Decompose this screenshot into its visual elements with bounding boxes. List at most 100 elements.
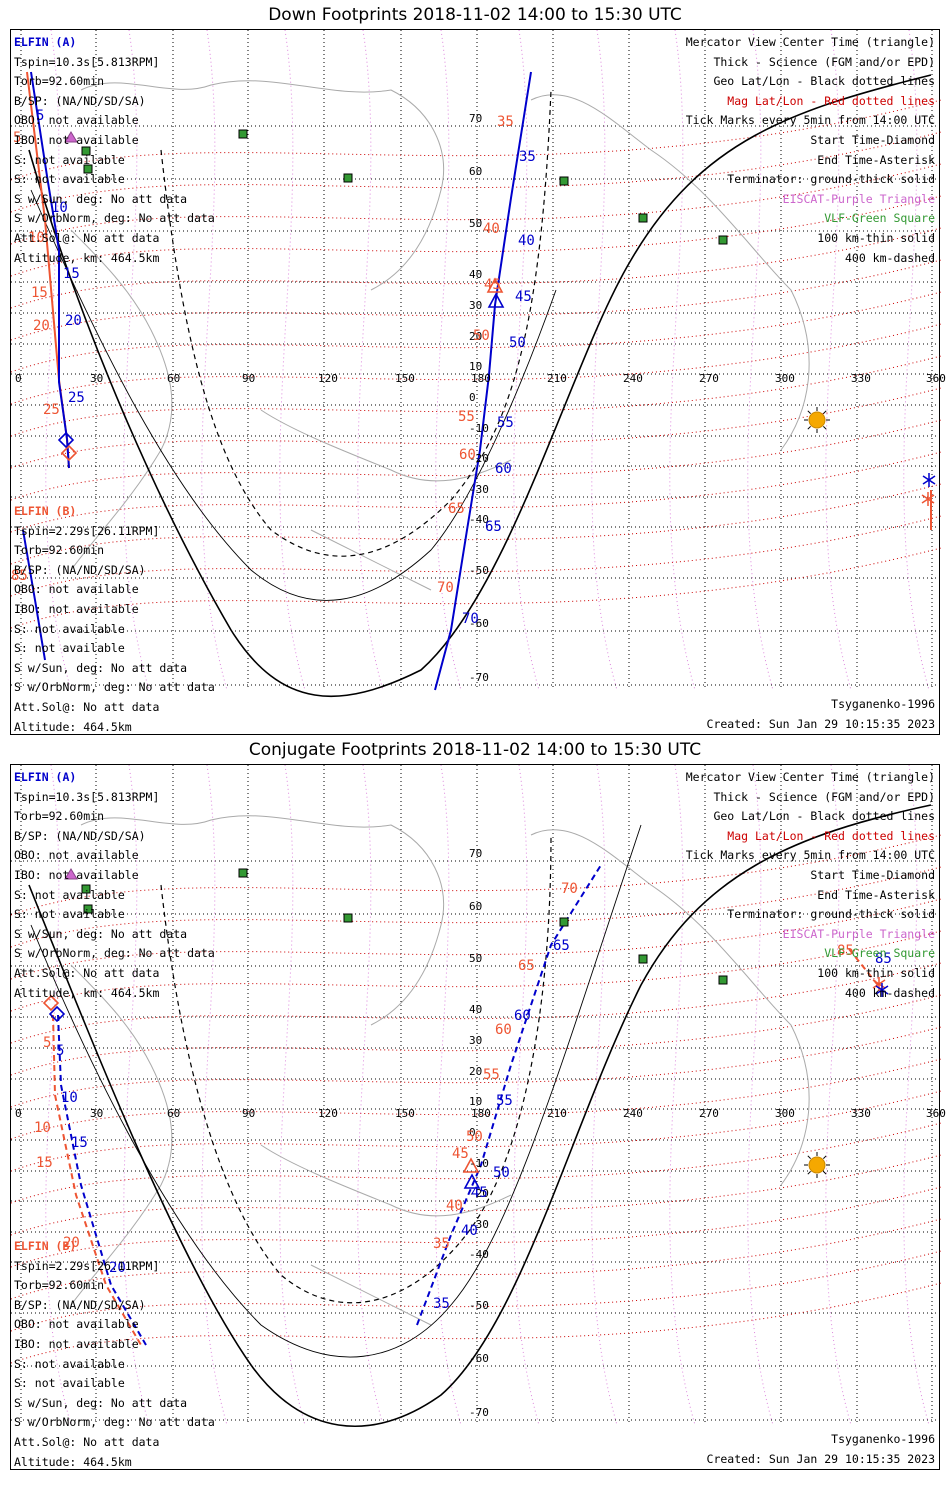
legend-row: 100 km-thin solid	[817, 230, 935, 245]
elfin-a-time-tick: 50	[509, 335, 526, 351]
elfin-b-time-tick: 45	[484, 277, 501, 293]
latitude-label: 20	[469, 1065, 483, 1078]
elfin-a-info-row: S w/OrbNorm, deg: No att data	[14, 946, 215, 961]
latitude-label: -40	[469, 513, 489, 526]
elfin-a-info-row: OBO: not available	[14, 848, 139, 863]
mag-parallel	[11, 1058, 941, 1140]
latitude-label: -10	[469, 1157, 489, 1170]
elfin-b-time-tick: 65	[448, 501, 465, 517]
coastline	[530, 829, 810, 1186]
mag-parallel	[11, 195, 941, 277]
mag-meridian	[825, 765, 852, 1426]
elfin-a-time-tick: 15	[71, 1135, 88, 1151]
elfin-a-time-tick: 55	[497, 415, 514, 431]
elfin-a-info-row: Torb=92.60min	[14, 809, 105, 824]
mag-parallel	[11, 1122, 941, 1204]
elfin-a-center-triangle	[463, 1173, 481, 1189]
longitude-label: 30	[90, 1107, 104, 1120]
mag-meridian	[669, 30, 696, 691]
mag-parallel	[11, 419, 941, 501]
mag-meridian	[513, 765, 540, 1426]
mag-parallel	[11, 1250, 941, 1332]
elfin-b-track	[52, 1014, 142, 1346]
elfin-b-info: ELFIN (B) Tspin=2.29s[26.11RPM] Torb=92.6…	[14, 502, 215, 737]
elfin-b-info-row: OBO: not available	[14, 1317, 139, 1332]
elfin-a-start-diamond	[57, 431, 75, 449]
mag-meridian	[747, 765, 774, 1426]
terminator-400km-curve	[160, 89, 552, 557]
mag-grid	[11, 30, 941, 691]
longitude-label: 180	[471, 372, 491, 385]
elfin-a-end-asterisk	[922, 473, 936, 487]
elfin-a-time-tick: 25	[68, 390, 85, 406]
coastline	[80, 80, 445, 291]
latitude-label: 40	[469, 1003, 483, 1016]
elfin-a-info-row: IBO: not available	[14, 132, 139, 147]
mag-meridian	[591, 765, 618, 1426]
elfin-a-info-row: S: not available	[14, 172, 125, 187]
sun-icon	[804, 1152, 830, 1178]
vlf-square	[559, 917, 569, 927]
geo-grid	[11, 30, 941, 690]
coastline	[260, 1144, 512, 1217]
elfin-a-info-row: S: not available	[14, 887, 125, 902]
elfin-b-time-tick: 55	[483, 1067, 500, 1083]
legend: Mercator View Center Time (triangle) Thic…	[686, 33, 935, 268]
mag-meridian	[123, 30, 150, 691]
elfin-a-time-tick: 10	[61, 1090, 78, 1106]
legend-row: Mag Lat/Lon - Red dotted lines	[727, 828, 935, 843]
elfin-a-time-tick: 65	[485, 519, 502, 535]
elfin-b-info-row: Altitude: 464.5km	[14, 1454, 132, 1469]
elfin-b-time-tick: 60	[459, 447, 476, 463]
mag-meridian	[279, 765, 306, 1426]
coastlines	[70, 80, 810, 591]
elfin-a-info-row: B/SP: (NA/ND/SD/SA)	[14, 828, 146, 843]
elfin-a-time-tick: 40	[461, 1223, 478, 1239]
longitude-label: 120	[318, 372, 338, 385]
coastline	[70, 229, 173, 571]
latitude-label: 20	[469, 330, 483, 343]
mag-parallel	[11, 1282, 941, 1364]
elfin-b-time-tick: 45	[452, 1146, 469, 1162]
terminator-curves	[28, 74, 932, 697]
elfin-b-time-tick: 65	[518, 958, 535, 974]
legend-row: End Time-Asterisk	[817, 887, 935, 902]
elfin-a-info-row: S: not available	[14, 152, 125, 167]
elfin-b-time-tick: 70	[437, 580, 454, 596]
elfin-b-end-asterisk	[921, 492, 935, 506]
mag-parallel	[11, 163, 941, 245]
elfin-a-info-row: Altitude, km: 464.5km	[14, 985, 160, 1000]
elfin-a-header: ELFIN (A)	[14, 770, 77, 784]
longitude-label: 90	[242, 1107, 256, 1120]
mag-meridian	[903, 765, 930, 1426]
elfin-a-time-tick: 35	[433, 1296, 450, 1312]
mag-meridian	[747, 30, 774, 691]
elfin-b-time-tick: 20	[33, 318, 50, 334]
elfin-b-info-row: IBO: not available	[14, 1336, 139, 1351]
latitude-label: 60	[469, 165, 483, 178]
legend-row: VLF-Green Square	[824, 211, 935, 226]
elfin-b-header: ELFIN (B)	[14, 504, 77, 518]
elfin-b-info-row: S w/Sun, deg: No att data	[14, 660, 188, 675]
vlf-square	[559, 176, 569, 186]
coastline	[310, 1264, 432, 1326]
elfin-a-time-tick: 60	[495, 461, 512, 477]
terminator-ground-curve	[28, 804, 932, 1427]
latitude-label: 10	[469, 1095, 483, 1108]
latitude-label: -60	[469, 1352, 489, 1365]
longitude-label: 0	[15, 372, 22, 385]
mag-meridian	[435, 30, 462, 691]
longitude-label: 60	[167, 1107, 181, 1120]
longitude-label: 270	[699, 372, 719, 385]
legend-row: Geo Lat/Lon - Black dotted lines	[713, 74, 935, 89]
elfin-a-time-tick: 45	[515, 289, 532, 305]
elfin-b-info-row: Att.Sol@: No att data	[14, 1434, 160, 1449]
latitude-label: -20	[469, 1187, 489, 1200]
map-panel-down: 0 30 60 90 120 150 180 210 240 270 300 330 360 70 60 5…	[10, 29, 946, 737]
elfin-b-info-row: Att.Sol@: No att data	[14, 699, 160, 714]
latitude-label: 50	[469, 217, 483, 230]
elfin-b-time-tick: 50	[466, 1129, 483, 1145]
elfin-a-time-tick: 10	[51, 200, 68, 216]
mag-meridian	[513, 30, 540, 691]
mag-meridian	[45, 30, 72, 691]
